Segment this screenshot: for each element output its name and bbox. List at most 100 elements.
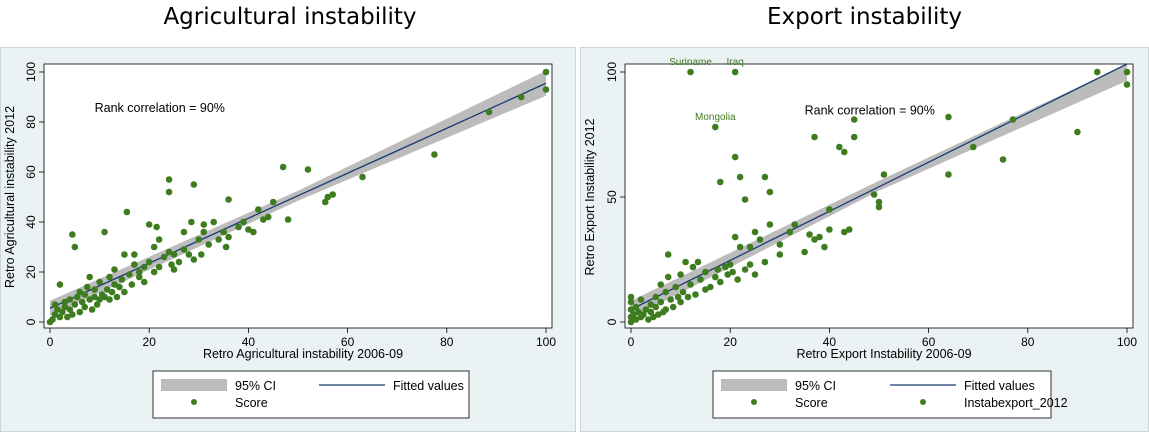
data-point xyxy=(736,173,744,181)
data-point xyxy=(188,218,195,226)
data-point xyxy=(741,266,749,273)
data-point xyxy=(756,236,764,243)
x-tick-label: 80 xyxy=(440,335,454,349)
data-point xyxy=(692,291,699,298)
chart-title-agricultural: Agricultural instability xyxy=(163,4,417,30)
data-point xyxy=(677,298,684,306)
data-point xyxy=(707,283,714,291)
data-point xyxy=(431,151,438,158)
data-point xyxy=(329,191,337,198)
data-point xyxy=(160,253,168,261)
data-point xyxy=(86,296,93,303)
x-tick-label: 100 xyxy=(1117,335,1137,349)
data-point xyxy=(674,293,682,301)
data-point xyxy=(627,306,635,313)
chart-panel-2: Suriname Iraq Mongolia 0 20 40 60 80 100 0 50 100 Re… xyxy=(580,47,1149,432)
data-point xyxy=(821,243,828,251)
data-point xyxy=(1009,116,1017,123)
data-point xyxy=(168,261,175,268)
data-point xyxy=(103,286,111,293)
data-point xyxy=(165,188,173,196)
point-label: Iraq xyxy=(727,57,744,68)
data-point xyxy=(153,223,160,231)
data-point xyxy=(1123,68,1131,76)
data-point xyxy=(190,181,198,188)
data-point xyxy=(806,231,813,238)
legend-label: Fitted values xyxy=(964,379,1035,393)
data-point xyxy=(150,268,158,276)
data-point xyxy=(96,296,103,303)
data-point xyxy=(850,133,858,141)
data-point xyxy=(135,273,143,281)
data-point xyxy=(91,286,98,293)
data-point xyxy=(64,313,71,321)
data-point xyxy=(714,266,722,273)
data-point xyxy=(945,113,952,121)
data-point xyxy=(56,281,64,288)
data-point xyxy=(729,268,736,276)
data-point xyxy=(635,308,642,316)
data-point xyxy=(96,278,103,286)
data-point xyxy=(791,221,798,228)
data-point xyxy=(945,171,952,178)
data-point xyxy=(875,198,883,206)
data-point xyxy=(811,236,818,243)
data-point xyxy=(845,226,853,233)
data-point xyxy=(627,318,635,326)
legend-label: 95% CI xyxy=(235,379,276,393)
data-point xyxy=(49,316,56,323)
data-point xyxy=(190,256,198,263)
legend-label: Score xyxy=(235,396,268,410)
data-point xyxy=(657,298,665,306)
data-point xyxy=(69,231,76,238)
data-point xyxy=(165,248,173,256)
data-point xyxy=(632,316,640,323)
data-point xyxy=(667,296,674,303)
data-point xyxy=(135,268,143,276)
data-point xyxy=(724,271,732,278)
x-tick-label: 40 xyxy=(242,335,256,349)
data-point xyxy=(647,301,655,308)
x-axis-label: Retro Agricultural instability 2006-09 xyxy=(203,347,403,361)
data-point xyxy=(664,273,672,281)
x-tick-label: 60 xyxy=(341,335,355,349)
data-point xyxy=(145,258,153,266)
data-point xyxy=(126,271,133,278)
data-point xyxy=(73,293,81,301)
data-point xyxy=(359,173,366,181)
data-point xyxy=(279,163,287,171)
data-point xyxy=(870,191,878,198)
data-point xyxy=(999,156,1007,163)
data-point xyxy=(111,281,118,288)
y-tick-label: 50 xyxy=(605,190,619,204)
data-point xyxy=(66,306,74,313)
x-tick-label: 0 xyxy=(47,335,54,349)
legend: 95% CI Fitted values Score xyxy=(152,370,470,419)
data-point xyxy=(200,228,208,236)
data-point xyxy=(255,206,262,213)
data-point xyxy=(664,251,672,258)
data-point xyxy=(731,68,739,76)
data-point xyxy=(682,258,689,266)
data-point xyxy=(175,258,183,266)
data-point xyxy=(118,276,126,283)
data-point xyxy=(123,208,131,216)
data-point xyxy=(741,196,749,203)
data-point xyxy=(721,263,729,271)
data-point xyxy=(269,198,277,206)
data-point xyxy=(150,243,158,251)
data-point xyxy=(716,178,724,186)
data-point xyxy=(485,108,493,116)
data-point xyxy=(205,241,213,248)
y-tick-label: 60 xyxy=(24,165,38,179)
data-point xyxy=(689,263,697,271)
data-point xyxy=(662,288,670,296)
data-point xyxy=(200,221,208,228)
y-tick-label: 100 xyxy=(605,62,619,82)
data-point xyxy=(155,236,163,243)
data-point xyxy=(131,251,138,258)
data-point xyxy=(734,276,741,283)
data-point xyxy=(811,133,818,141)
data-point xyxy=(840,228,848,236)
